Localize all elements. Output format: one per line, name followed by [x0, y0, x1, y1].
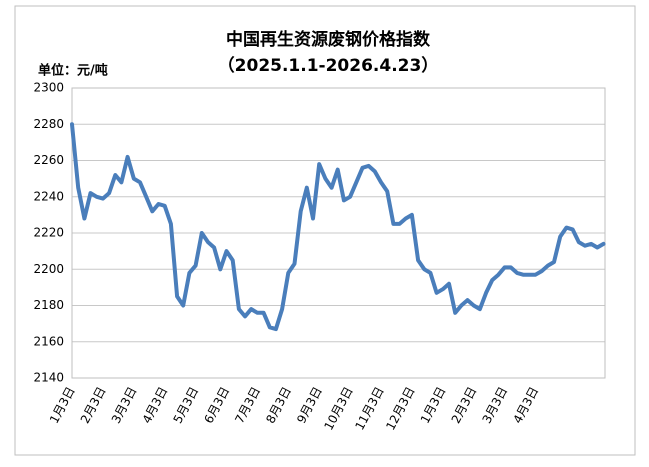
y-axis-label: 单位：元/吨 [38, 63, 108, 79]
y-tick-label: 2140 [33, 371, 64, 385]
price-line [70, 122, 606, 332]
chart-title: 中国再生资源废钢价格指数 [226, 29, 431, 50]
y-tick-label: 2260 [33, 153, 64, 167]
plot-border [71, 87, 606, 379]
chart-subtitle: （2025.1.1-2026.4.23） [218, 55, 439, 76]
y-tick-label: 2280 [33, 117, 64, 131]
y-tick-label: 2160 [33, 334, 64, 348]
y-tick-label: 2220 [33, 226, 64, 240]
chart-frame [14, 5, 636, 456]
y-tick-label: 2200 [33, 262, 64, 276]
y-tick-label: 2180 [33, 298, 64, 312]
y-tick-label: 2300 [33, 81, 64, 95]
y-tick-label: 2240 [33, 189, 64, 203]
